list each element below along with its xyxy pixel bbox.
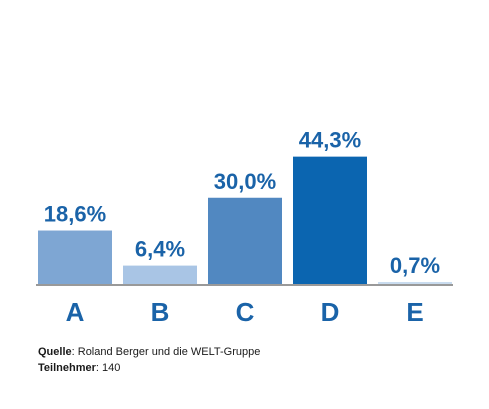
category-label-a: A — [66, 297, 85, 327]
participants-label: Teilnehmer — [38, 362, 96, 374]
bar-d — [293, 156, 367, 284]
category-label-d: D — [321, 297, 340, 327]
value-label-a: 18,6% — [44, 202, 106, 227]
bars-group — [38, 156, 452, 284]
value-label-d: 44,3% — [299, 128, 361, 153]
participants-note: Teilnehmer: 140 — [38, 362, 121, 374]
category-label-c: C — [236, 297, 255, 327]
category-label-e: E — [406, 297, 423, 327]
value-labels-group: 18,6% 6,4% 30,0% 44,3% 0,7% — [44, 128, 440, 278]
bar-e — [378, 281, 452, 284]
category-labels-group: A B C D E — [66, 297, 424, 327]
value-label-b: 6,4% — [135, 237, 185, 262]
value-label-c: 30,0% — [214, 169, 276, 194]
participants-text: 140 — [102, 362, 121, 374]
source-text: Roland Berger und die WELT-Gruppe — [77, 346, 261, 358]
category-label-b: B — [151, 297, 170, 327]
bar-a — [38, 230, 112, 284]
source-label: Quelle — [38, 346, 72, 358]
bar-c — [208, 197, 282, 284]
source-note: Quelle: Roland Berger und die WELT-Grupp… — [38, 346, 261, 358]
value-label-e: 0,7% — [390, 253, 440, 278]
bar-b — [123, 265, 197, 284]
